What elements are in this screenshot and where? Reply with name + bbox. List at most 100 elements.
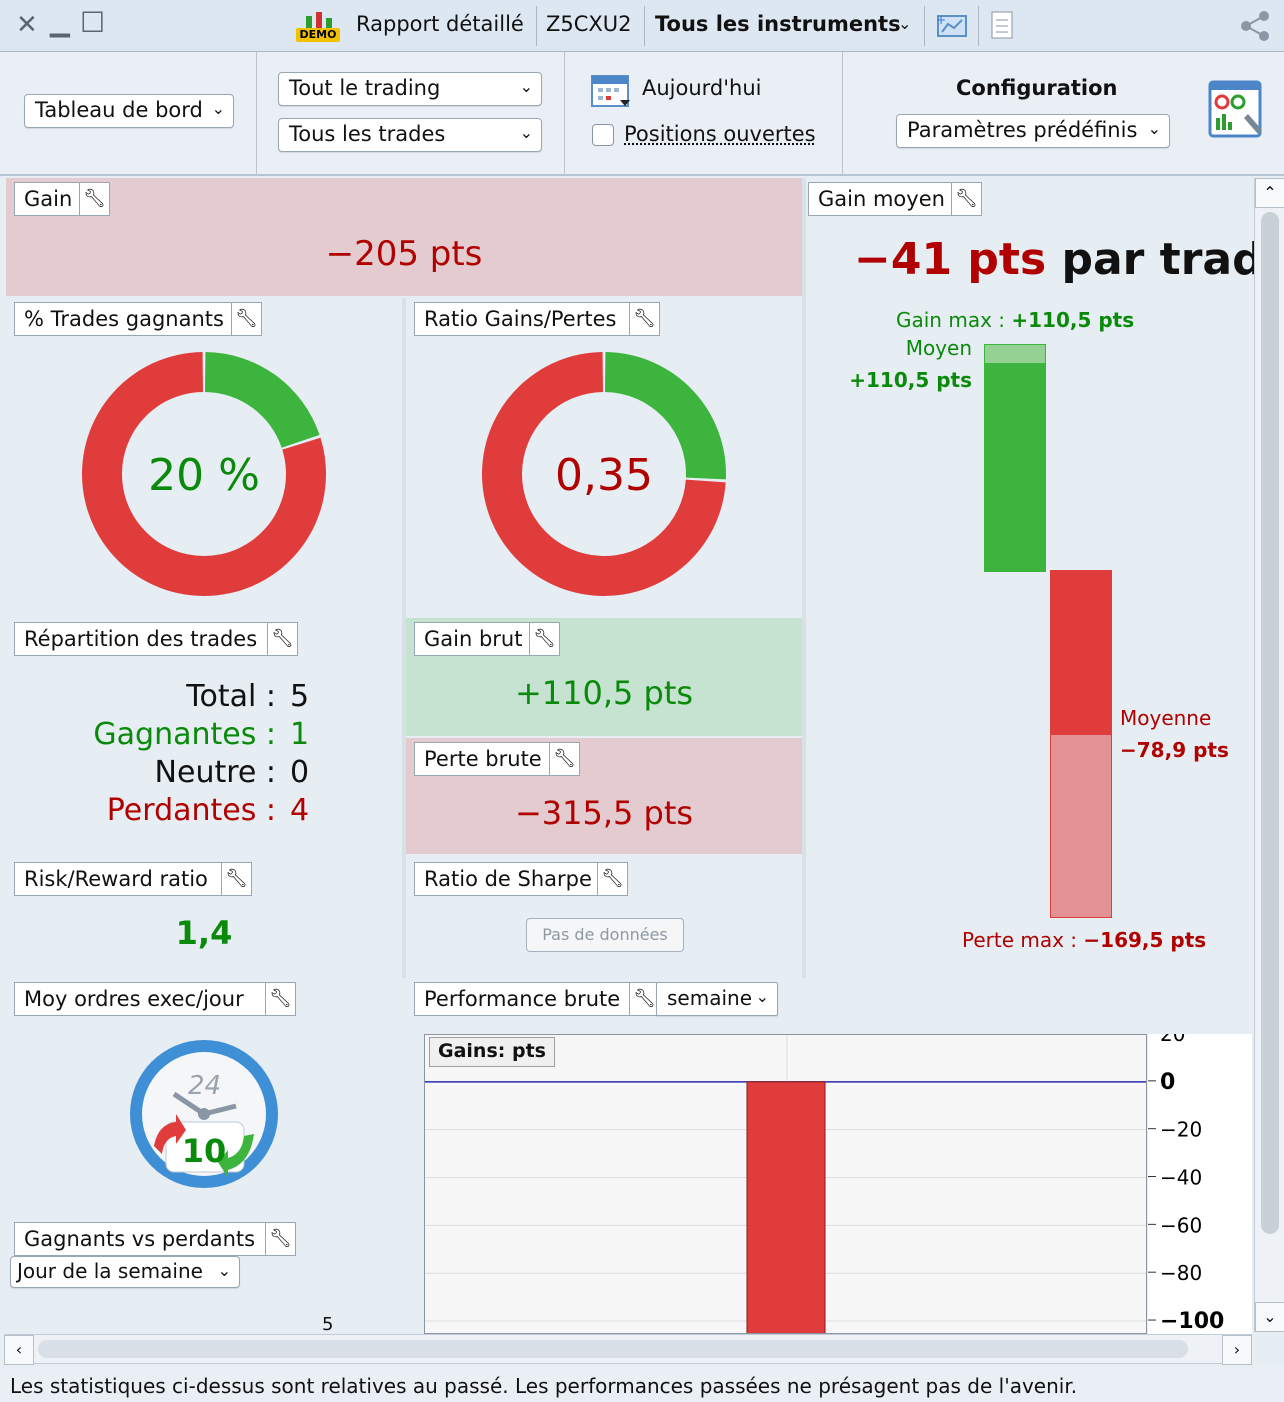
wrench-icon[interactable]: 🔧︎: [267, 623, 297, 655]
ratio-panel: Ratio Gains/Pertes 🔧︎ 0,35: [406, 298, 802, 614]
chevron-down-icon: ⌄: [1148, 119, 1161, 138]
sharpe-title: Ratio de Sharpe 🔧︎: [414, 862, 628, 896]
preset-select[interactable]: Paramètres prédéfinis ⌄: [896, 114, 1170, 148]
vertical-scroll-thumb[interactable]: [1261, 212, 1279, 1234]
win-pct-panel: % Trades gagnants 🔧︎ 20 %: [6, 298, 402, 614]
svg-text:+: +: [936, 13, 946, 27]
ratio-value: 0,35: [406, 450, 802, 501]
chart-label: Gains: pts: [429, 1037, 555, 1067]
scroll-up-icon[interactable]: ⌃: [1255, 178, 1284, 208]
avg-gain-title: Gain moyen 🔧︎: [808, 182, 982, 216]
total-count: 5: [290, 678, 330, 716]
gross-gain-value: +110,5 pts: [406, 674, 802, 712]
add-chart-icon[interactable]: +: [934, 12, 970, 40]
avg-gain-value: −41 pts: [854, 234, 1046, 285]
no-data-button[interactable]: Pas de données: [526, 918, 684, 952]
trading-select[interactable]: Tout le trading ⌄: [278, 72, 542, 106]
calendar-icon[interactable]: [590, 70, 634, 110]
risk-reward-value: 1,4: [6, 914, 402, 952]
performance-title: Performance brute 🔧︎: [414, 982, 660, 1016]
chart-bar[interactable]: [747, 1082, 825, 1334]
gain-title: Gain 🔧︎: [14, 182, 110, 216]
horizontal-scrollbar[interactable]: ‹ ›: [4, 1334, 1252, 1364]
neutral-count: 0: [290, 754, 330, 792]
avg-gain-suffix: par trade: [1061, 234, 1284, 285]
scroll-right-icon[interactable]: ›: [1222, 1335, 1252, 1365]
y-tick-label: −40: [1160, 1166, 1202, 1190]
wrench-icon[interactable]: 🔧︎: [265, 1223, 295, 1255]
winners-losers-panel: Gagnants vs perdants 🔧︎ Jour de la semain…: [6, 1218, 402, 1334]
maximize-icon[interactable]: ☐: [80, 6, 105, 39]
document-icon[interactable]: [986, 8, 1020, 44]
trades-select[interactable]: Tous les trades ⌄: [278, 118, 542, 152]
report-title[interactable]: Rapport détaillé: [356, 12, 524, 36]
max-gain-value: +110,5 pts: [1011, 308, 1134, 332]
chevron-down-icon: ⌄: [756, 987, 769, 1006]
dashboard-select[interactable]: Tableau de bord ⌄: [24, 94, 234, 128]
wrench-icon[interactable]: 🔧︎: [529, 623, 559, 655]
clock-top-number: 24: [188, 1071, 221, 1101]
disclaimer: Les statistiques ci-dessus sont relative…: [0, 1366, 1284, 1402]
wrench-icon[interactable]: 🔧︎: [629, 303, 659, 335]
performance-chart: Gains: pts: [424, 1034, 1147, 1334]
distribution-panel: Répartition des trades 🔧︎ Total : Gagnant…: [6, 618, 402, 854]
gross-loss-panel: Perte brute 🔧︎ −315,5 pts: [406, 738, 802, 854]
wrench-icon[interactable]: 🔧︎: [221, 863, 251, 895]
avg-win-value: +110,5 pts: [836, 368, 972, 392]
y-tick-label: −60: [1160, 1213, 1202, 1237]
max-gain-bar: [984, 344, 1046, 364]
weekday-select[interactable]: Jour de la semaine ⌄: [10, 1256, 240, 1288]
avg-loss-label: Moyenne: [1120, 706, 1211, 730]
gross-loss-title: Perte brute 🔧︎: [414, 742, 580, 776]
max-loss-bar: [1050, 734, 1112, 918]
horizontal-scroll-thumb[interactable]: [38, 1340, 1188, 1358]
neutral-label: Neutre :: [6, 754, 276, 792]
risk-reward-title: Risk/Reward ratio 🔧︎: [14, 862, 252, 896]
winners-losers-tick: 5: [322, 1314, 333, 1335]
loss-label: Perdantes :: [6, 792, 276, 830]
instruments-dropdown[interactable]: Tous les instruments: [655, 12, 901, 36]
wrench-icon[interactable]: 🔧︎: [231, 303, 261, 335]
demo-label: DEMO: [296, 28, 340, 42]
chevron-down-icon[interactable]: ⌄: [898, 14, 911, 33]
wrench-icon[interactable]: 🔧︎: [629, 983, 659, 1015]
title-bar: ✕ ▁ ☐ DEMO Rapport détaillé Z5CXU2 Tous …: [0, 0, 1284, 52]
clock-icon: 24 10: [124, 1036, 284, 1196]
scroll-down-icon[interactable]: ⌄: [1255, 1302, 1284, 1332]
sharpe-panel: Ratio de Sharpe 🔧︎ Pas de données: [406, 858, 802, 972]
ratio-title: Ratio Gains/Pertes 🔧︎: [414, 302, 660, 336]
wrench-icon[interactable]: 🔧︎: [549, 743, 579, 775]
chevron-down-icon: ⌄: [520, 123, 533, 142]
avg-gain-panel: Gain moyen 🔧︎ −41 pts par trade Gain max …: [806, 178, 1252, 972]
win-count: 1: [290, 716, 330, 754]
wrench-icon[interactable]: 🔧︎: [79, 183, 109, 215]
open-positions-checkbox[interactable]: [592, 124, 614, 146]
donut-slice-positive: [205, 352, 320, 448]
wrench-icon[interactable]: 🔧︎: [597, 863, 627, 895]
account-id[interactable]: Z5CXU2: [546, 12, 632, 36]
wrench-icon[interactable]: 🔧︎: [951, 183, 981, 215]
performance-chart-svg: [425, 1035, 1147, 1334]
scroll-left-icon[interactable]: ‹: [4, 1335, 34, 1365]
settings-chart-icon[interactable]: [1208, 78, 1268, 142]
orders-title: Moy ordres exec/jour 🔧︎: [14, 982, 296, 1016]
win-label: Gagnantes :: [6, 716, 276, 754]
toolbar: Tableau de bord ⌄ Tout le trading ⌄ Tous l…: [0, 52, 1284, 176]
period-select[interactable]: semaine ⌄: [656, 982, 778, 1016]
loss-count: 4: [290, 792, 330, 830]
close-icon[interactable]: ✕: [16, 10, 38, 40]
gross-gain-panel: Gain brut 🔧︎ +110,5 pts: [406, 618, 802, 736]
date-label[interactable]: Aujourd'hui: [642, 76, 762, 100]
y-axis-svg: 20 0 −20 −40 −60 −80 −100: [1148, 1034, 1252, 1334]
share-icon[interactable]: [1238, 10, 1274, 42]
y-tick-label: −20: [1160, 1118, 1202, 1142]
gross-loss-value: −315,5 pts: [406, 794, 802, 832]
avg-win-bar: [984, 364, 1046, 572]
minimize-icon[interactable]: ▁: [50, 8, 70, 38]
y-tick-label: −80: [1160, 1261, 1202, 1285]
config-title: Configuration: [956, 76, 1117, 100]
open-positions-label[interactable]: Positions ouvertes: [624, 122, 816, 146]
wrench-icon[interactable]: 🔧︎: [265, 983, 295, 1015]
vertical-scrollbar[interactable]: ⌃ ⌄: [1254, 178, 1284, 1332]
win-pct-value: 20 %: [6, 450, 402, 501]
